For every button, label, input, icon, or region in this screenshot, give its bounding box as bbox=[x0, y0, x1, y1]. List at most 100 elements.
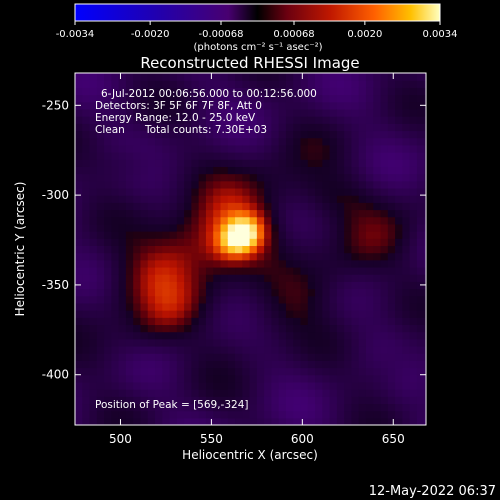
heatmap-cell bbox=[278, 180, 287, 189]
heatmap-cell bbox=[220, 403, 229, 412]
heatmap-cell bbox=[336, 353, 345, 361]
heatmap-cell bbox=[162, 152, 171, 160]
heatmap-cell bbox=[89, 173, 98, 182]
heatmap-cell bbox=[242, 353, 251, 361]
heatmap-cell bbox=[104, 317, 112, 326]
heatmap-cell bbox=[227, 223, 236, 232]
heatmap-cell bbox=[402, 152, 411, 160]
heatmap-cell bbox=[395, 195, 403, 203]
heatmap-cell bbox=[409, 281, 418, 290]
heatmap-cell bbox=[278, 288, 287, 297]
heatmap-cell bbox=[336, 209, 345, 218]
heatmap-cell bbox=[191, 302, 200, 311]
heatmap-cell bbox=[89, 116, 98, 124]
heatmap-cell bbox=[322, 144, 331, 153]
heatmap-cell bbox=[184, 281, 192, 290]
heatmap-cell bbox=[176, 231, 185, 239]
heatmap-cell bbox=[155, 274, 163, 282]
heatmap-cell bbox=[409, 152, 418, 160]
heatmap-cell bbox=[89, 288, 98, 297]
heatmap-cell bbox=[278, 360, 287, 369]
heatmap-cell bbox=[351, 202, 360, 211]
heatmap-cell bbox=[96, 238, 105, 246]
heatmap-cell bbox=[373, 101, 382, 110]
heatmap-cell bbox=[409, 144, 418, 153]
heatmap-cell bbox=[220, 410, 229, 419]
heatmap-cell bbox=[315, 108, 323, 117]
heatmap-cell bbox=[358, 317, 367, 326]
heatmap-cell bbox=[380, 245, 389, 254]
heatmap-cell bbox=[118, 367, 127, 376]
heatmap-cell bbox=[235, 381, 243, 390]
heatmap-cell bbox=[424, 360, 426, 369]
heatmap-cell bbox=[205, 80, 214, 88]
heatmap-cell bbox=[278, 381, 287, 390]
heatmap-cell bbox=[184, 180, 192, 189]
heatmap-cell bbox=[176, 353, 185, 361]
heatmap-cell bbox=[133, 245, 142, 254]
heatmap-cell bbox=[75, 274, 83, 282]
heatmap-cell bbox=[395, 295, 403, 304]
heatmap-cell bbox=[402, 144, 411, 153]
heatmap-cell bbox=[162, 338, 171, 347]
heatmap-cell bbox=[264, 223, 273, 232]
heatmap-cell bbox=[191, 144, 200, 153]
chart-title: Reconstructed RHESSI Image bbox=[140, 54, 359, 72]
heatmap-cell bbox=[96, 417, 105, 425]
heatmap-cell bbox=[285, 295, 294, 304]
heatmap-cell bbox=[387, 360, 396, 369]
heatmap-cell bbox=[82, 137, 91, 146]
heatmap-cell bbox=[104, 274, 112, 282]
heatmap-cell bbox=[416, 410, 425, 419]
heatmap-cell bbox=[242, 389, 251, 397]
heatmap-cell bbox=[191, 345, 200, 354]
heatmap-cell bbox=[329, 245, 338, 254]
heatmap-cell bbox=[416, 87, 425, 96]
heatmap-cell bbox=[89, 202, 98, 211]
heatmap-cell bbox=[344, 274, 353, 282]
heatmap-cell bbox=[96, 367, 105, 376]
heatmap-cell bbox=[256, 338, 265, 347]
heatmap-cell bbox=[162, 108, 171, 117]
heatmap-cell bbox=[329, 310, 338, 318]
heatmap-cell bbox=[293, 374, 302, 383]
heatmap-cell bbox=[351, 259, 360, 268]
heatmap-cell bbox=[242, 166, 251, 175]
heatmap-cell bbox=[293, 238, 302, 246]
heatmap-cell bbox=[198, 130, 207, 139]
heatmap-cell bbox=[169, 410, 178, 419]
heatmap-cell bbox=[285, 152, 294, 160]
heatmap-cell bbox=[358, 302, 367, 311]
heatmap-cell bbox=[278, 396, 287, 405]
heatmap-cell bbox=[220, 130, 229, 139]
heatmap-cell bbox=[220, 360, 229, 369]
heatmap-cell bbox=[300, 94, 309, 103]
heatmap-cell bbox=[162, 345, 171, 354]
heatmap-cell bbox=[213, 166, 222, 175]
heatmap-cell bbox=[198, 353, 207, 361]
heatmap-cell bbox=[322, 324, 331, 333]
heatmap-cell bbox=[387, 101, 396, 110]
heatmap-cell bbox=[307, 389, 316, 397]
heatmap-cell bbox=[285, 374, 294, 383]
heatmap-cell bbox=[351, 187, 360, 196]
heatmap-cell bbox=[322, 295, 331, 304]
heatmap-cell bbox=[300, 295, 309, 304]
heatmap-cell bbox=[315, 187, 323, 196]
heatmap-cell bbox=[133, 108, 142, 117]
heatmap-cell bbox=[96, 324, 105, 333]
heatmap-cell bbox=[424, 144, 426, 153]
heatmap-cell bbox=[387, 245, 396, 254]
heatmap-cell bbox=[395, 94, 403, 103]
heatmap-cell bbox=[213, 360, 222, 369]
heatmap-cell bbox=[82, 209, 91, 218]
heatmap-cell bbox=[118, 195, 127, 203]
heatmap-cell bbox=[176, 403, 185, 412]
heatmap-cell bbox=[278, 94, 287, 103]
heatmap-cell bbox=[424, 223, 426, 232]
x-tick-label: 600 bbox=[291, 432, 314, 446]
heatmap-cell bbox=[235, 353, 243, 361]
heatmap-cell bbox=[256, 396, 265, 405]
heatmap-cell bbox=[111, 80, 120, 88]
heatmap-cell bbox=[104, 410, 112, 419]
